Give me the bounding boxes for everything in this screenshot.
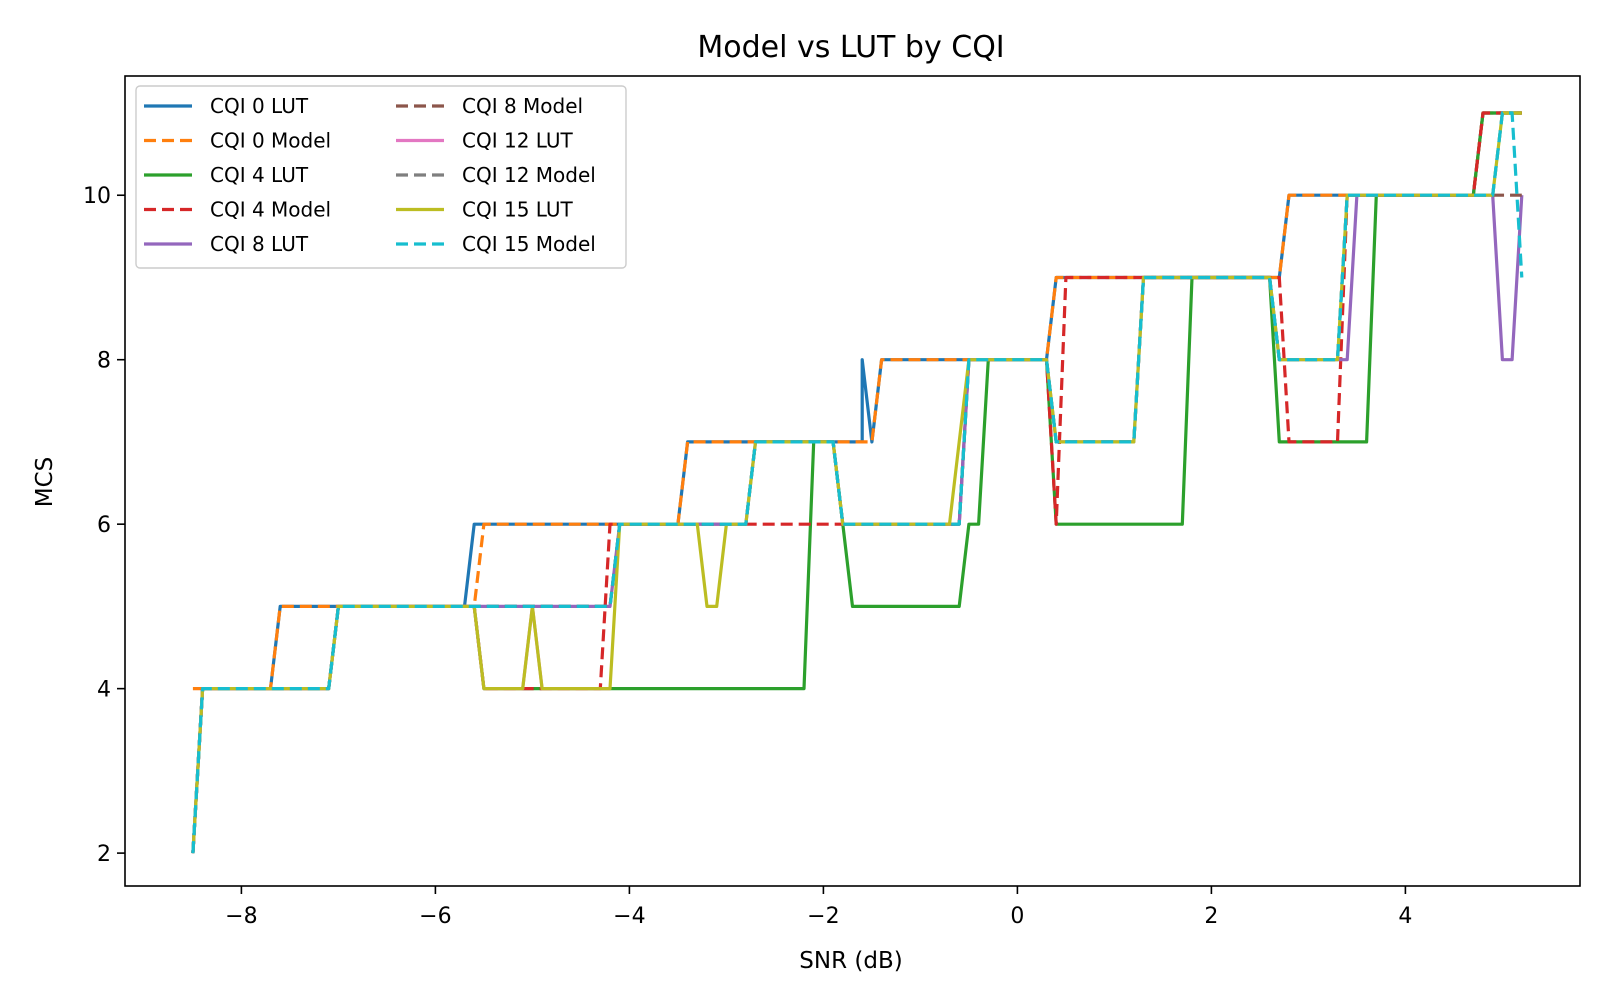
legend-label: CQI 12 LUT — [462, 129, 574, 153]
x-tick-label: −8 — [225, 904, 257, 929]
legend-label: CQI 15 LUT — [462, 198, 574, 222]
legend-label: CQI 0 Model — [210, 129, 331, 153]
x-tick-label: −6 — [419, 904, 451, 929]
x-tick-label: −2 — [807, 904, 839, 929]
legend-box — [135, 85, 627, 269]
x-tick-label: 0 — [1010, 904, 1024, 929]
series-layer — [191, 111, 1524, 854]
x-tick-label: −4 — [613, 904, 645, 929]
series-line — [191, 111, 1524, 854]
y-axis-label: MCS — [32, 457, 58, 508]
y-tick-label: 8 — [97, 349, 111, 374]
x-axis: −8 −6 −4 −2 0 2 4 — [225, 886, 1412, 929]
x-axis-label: SNR (dB) — [799, 948, 902, 974]
y-tick-label: 6 — [97, 513, 111, 538]
legend-label: CQI 0 LUT — [210, 94, 309, 118]
legend-label: CQI 8 Model — [462, 94, 583, 118]
y-tick-label: 10 — [83, 184, 111, 209]
legend-label: CQI 4 Model — [210, 198, 331, 222]
y-tick-label: 4 — [97, 678, 111, 703]
x-tick-label: 4 — [1398, 904, 1412, 929]
y-tick-label: 2 — [97, 842, 111, 867]
chart-title: Model vs LUT by CQI — [697, 30, 1004, 65]
legend-label: CQI 15 Model — [462, 232, 596, 256]
plot-frame — [124, 75, 1581, 887]
legend-label: CQI 12 Model — [462, 163, 596, 187]
legend-label: CQI 8 LUT — [210, 232, 309, 256]
x-tick-label: 2 — [1204, 904, 1218, 929]
y-axis: 2 4 6 8 10 — [83, 184, 125, 867]
legend-label: CQI 4 LUT — [210, 163, 309, 187]
legend: CQI 0 LUT CQI 0 Model CQI 4 LUT CQI 4 Model… — [135, 85, 627, 269]
